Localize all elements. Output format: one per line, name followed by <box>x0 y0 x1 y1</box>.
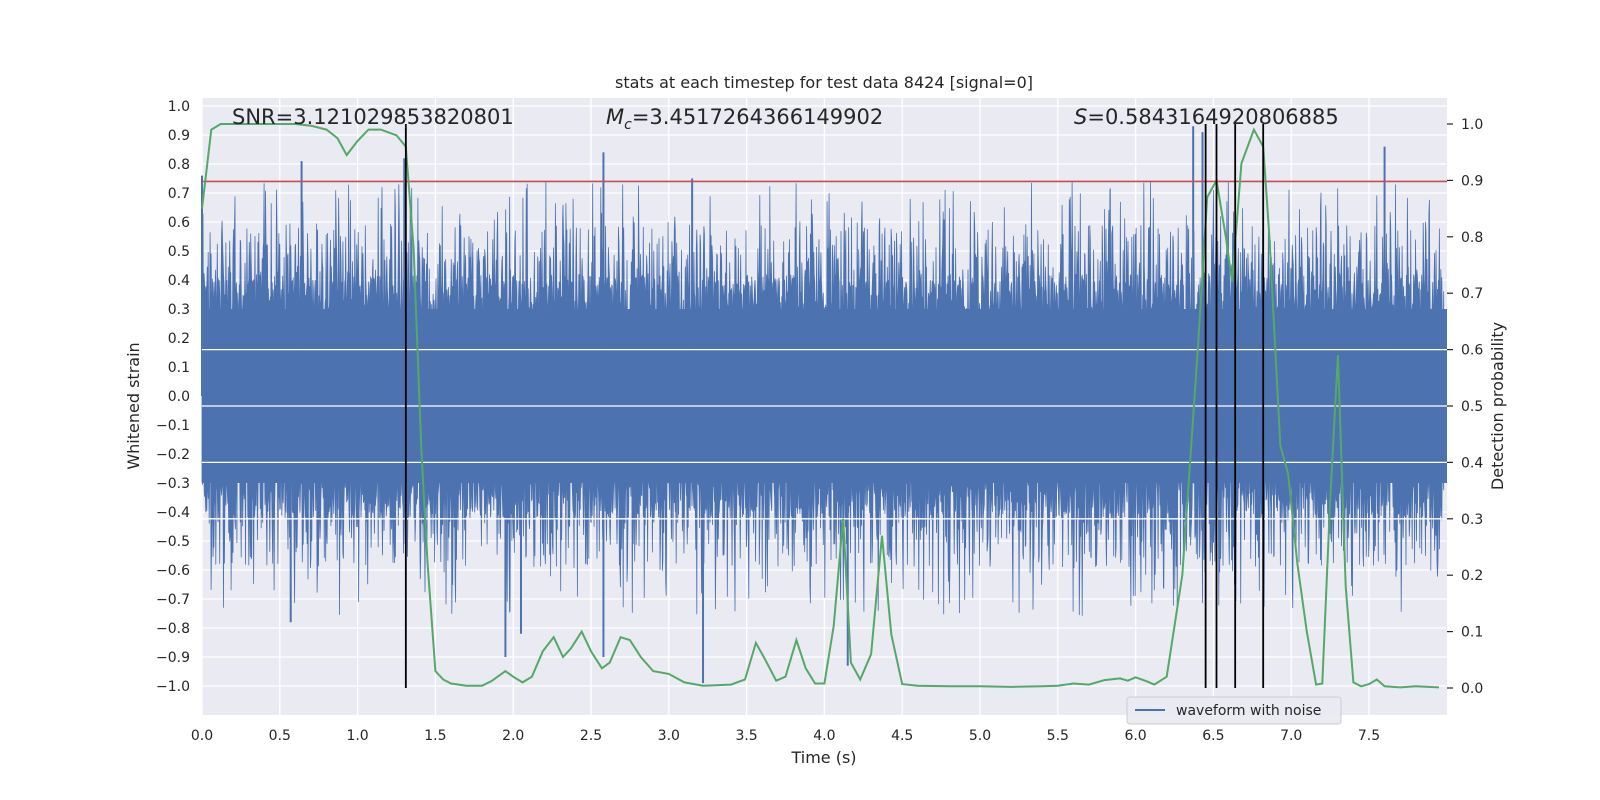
y2-tick-label: 0.7 <box>1461 286 1483 302</box>
detection-probability-series <box>201 123 1440 689</box>
y-tick-label: −0.1 <box>156 418 190 434</box>
y-tick-label: 1.0 <box>168 99 190 115</box>
y-tick-label: −0.3 <box>156 476 190 492</box>
y-tick-label: −0.9 <box>156 650 190 666</box>
y-tick-label: −0.6 <box>156 563 190 579</box>
y-tick-label: −0.4 <box>156 505 190 521</box>
mc-subscript: c <box>624 117 632 133</box>
y2-axis-ticks: 1.0 0.9 0.8 0.7 0.6 0.5 0.4 0.3 0.2 0.1 0.0 <box>1447 117 1483 697</box>
y-tick-label: 0.5 <box>168 244 190 260</box>
y-tick-label: −1.0 <box>156 679 190 695</box>
y-tick-label: 0.4 <box>168 273 190 289</box>
mc-symbol: M <box>606 105 624 129</box>
y-tick-label: 0.2 <box>168 331 190 347</box>
x-tick-label: 3.0 <box>658 728 680 744</box>
y-axis-ticks: 1.0 0.9 0.8 0.7 0.6 0.5 0.4 0.3 0.2 0.1 0.0 −0.1 −0.… <box>156 99 190 695</box>
legend: waveform with noise <box>1126 696 1342 725</box>
mc-annotation: Mc=3.4517264366149902 <box>606 105 883 133</box>
x-tick-label: 0.5 <box>269 728 291 744</box>
legend-label: waveform with noise <box>1176 703 1321 719</box>
waveform-core <box>202 309 1447 483</box>
x-tick-label: 6.5 <box>1202 728 1224 744</box>
y-tick-label: 0.6 <box>168 215 190 231</box>
y-tick-label: 0.3 <box>168 302 190 318</box>
x-tick-label: 1.5 <box>424 728 446 744</box>
x-tick-label: 2.0 <box>502 728 524 744</box>
y-tick-label: 0.9 <box>168 128 190 144</box>
waveform-series <box>201 126 1447 684</box>
x-tick-label: 6.0 <box>1124 728 1146 744</box>
y2-tick-label: 0.3 <box>1461 512 1483 528</box>
y-tick-label: −0.5 <box>156 534 190 550</box>
x-tick-label: 7.5 <box>1358 728 1380 744</box>
x-tick-label: 1.0 <box>346 728 368 744</box>
y2-tick-label: 0.0 <box>1461 681 1483 697</box>
y2-tick-label: 0.9 <box>1461 173 1483 189</box>
x-tick-label: 3.5 <box>735 728 757 744</box>
x-tick-label: 0.0 <box>191 728 213 744</box>
s-annotation: S=0.5843164920806885 <box>1074 105 1339 129</box>
y-tick-label: 0.0 <box>168 389 190 405</box>
detection-lines <box>404 124 1265 688</box>
y2-tick-label: 0.6 <box>1461 343 1483 359</box>
s-value: =0.5843164920806885 <box>1087 105 1338 129</box>
legend-box <box>1126 696 1342 725</box>
probability-line <box>201 123 1440 689</box>
chart-title: stats at each timestep for test data 842… <box>615 73 1033 92</box>
y-tick-label: 0.8 <box>168 157 190 173</box>
y-axis-label: Whitened strain <box>124 342 143 469</box>
y2-tick-label: 1.0 <box>1461 117 1483 133</box>
x-tick-label: 7.0 <box>1280 728 1302 744</box>
y-tick-label: −0.7 <box>156 592 190 608</box>
y-tick-label: −0.8 <box>156 621 190 637</box>
s-symbol: S <box>1074 105 1087 129</box>
x-tick-label: 5.5 <box>1047 728 1069 744</box>
y2-tick-label: 0.1 <box>1461 625 1483 641</box>
y2-tick-label: 0.4 <box>1461 455 1483 471</box>
snr-annotation: SNR=3.121029853820801 <box>232 105 514 129</box>
x-tick-label: 2.5 <box>580 728 602 744</box>
x-axis-ticks: 0.0 0.5 1.0 1.5 2.0 2.5 3.0 3.5 4.0 4.5 5.0 5.5 6.0 6… <box>191 728 1380 744</box>
y2-tick-label: 0.2 <box>1461 568 1483 584</box>
y-tick-label: −0.2 <box>156 447 190 463</box>
y2-tick-label: 0.5 <box>1461 399 1483 415</box>
y2-axis-label: Detection probability <box>1488 322 1507 490</box>
y-tick-label: 0.1 <box>168 360 190 376</box>
x-tick-label: 5.0 <box>969 728 991 744</box>
x-tick-label: 4.5 <box>891 728 913 744</box>
y2-tick-label: 0.8 <box>1461 230 1483 246</box>
y-tick-label: 0.7 <box>168 186 190 202</box>
mc-value: =3.4517264366149902 <box>632 105 883 129</box>
x-axis-label: Time (s) <box>790 748 856 767</box>
x-tick-label: 4.0 <box>813 728 835 744</box>
